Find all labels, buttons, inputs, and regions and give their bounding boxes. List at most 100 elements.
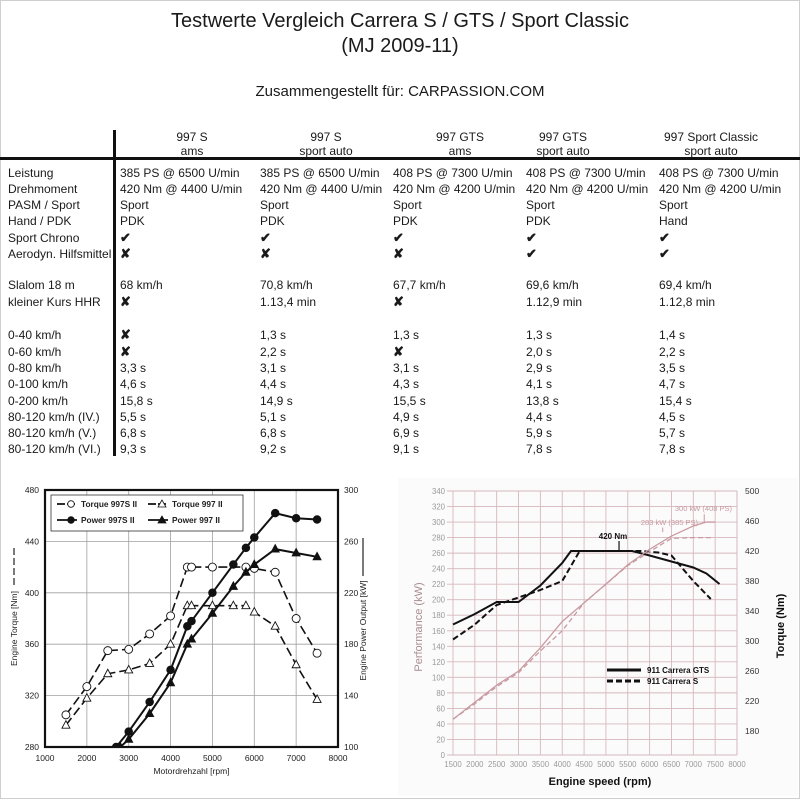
column-header-model: 997 GTS [538, 130, 588, 144]
legend-label: 911 Carrera S [647, 677, 699, 686]
check-icon: ✔ [526, 246, 537, 261]
table-cell: 6,9 s [393, 426, 420, 440]
legend-marker [67, 500, 75, 508]
x-tick-label: 1000 [36, 753, 55, 763]
x-tick-label: 8000 [329, 753, 348, 763]
table-cell: 5,7 s [659, 426, 686, 440]
table-cell: 5,5 s [120, 410, 147, 424]
data-point [187, 616, 196, 626]
check-icon: ✔ [120, 230, 131, 245]
plot-border [43, 488, 340, 749]
table-cell: 69,4 km/h [659, 278, 712, 292]
data-point [144, 708, 155, 718]
legend-label: Power 997S II [81, 515, 135, 525]
row-label: 0-100 km/h [8, 377, 69, 391]
column-header-model: 997 Sport Classic [663, 130, 759, 144]
table-cell: Hand [659, 214, 688, 228]
chart-background [398, 478, 798, 796]
row-label: Aerodyn. Hilfsmittel [8, 247, 112, 261]
annotation-420nm: 420 Nm [599, 532, 627, 541]
column-header-model: 997 S [310, 130, 342, 144]
check-icon: ✔ [659, 230, 670, 245]
data-point [124, 644, 134, 654]
legend-label: Torque 997 II [172, 499, 223, 509]
data-point [103, 668, 113, 678]
row-label: 80-120 km/h (IV.) [8, 410, 100, 424]
data-point [241, 600, 251, 610]
x-tick-label: 5000 [597, 760, 615, 769]
x-tick-label: 2500 [488, 760, 506, 769]
table-cell: 14,9 s [260, 394, 293, 408]
legend-label: Torque 997S II [81, 499, 137, 509]
data-point [117, 741, 124, 747]
table-cell: 4,7 s [659, 377, 686, 391]
y-tick-label: 40 [436, 720, 445, 729]
table-vertical-divider [113, 130, 116, 456]
table-cell: 420 Nm @ 4200 U/min [659, 182, 782, 196]
y-tick-label: 280 [25, 742, 39, 752]
table-cell: 420 Nm @ 4400 U/min [260, 182, 383, 196]
legend-box [50, 494, 244, 532]
data-point [312, 648, 322, 658]
data-point [61, 719, 71, 729]
chart-right-engine-speed: 1500 2000 2500 3000 3500 4000 4500 5000 5500 6000… [398, 478, 798, 796]
table-cell: 4,4 s [526, 410, 553, 424]
x-tick-label: 1500 [444, 760, 462, 769]
table-cell: PDK [120, 214, 145, 228]
y2-tick-label: 340 [745, 606, 759, 616]
y2-tick-label: 180 [344, 639, 358, 649]
y-axis-label: Engine Torque [Nm] [9, 591, 19, 666]
table-cell: 9,2 s [260, 442, 287, 456]
column-header-source: ams [180, 144, 204, 158]
column-header-model: 997 S [176, 130, 208, 144]
table-cell: 408 PS @ 7300 U/min [659, 166, 779, 180]
table-cell: Sport [260, 198, 289, 212]
table-cell: PDK [393, 214, 418, 228]
table-cell: 1,3 s [393, 328, 420, 342]
cross-icon: ✘ [393, 246, 404, 261]
table-cell: 69,6 km/h [526, 278, 579, 292]
y2-tick-label: 100 [344, 742, 358, 752]
data-point [312, 551, 322, 561]
data-point [229, 560, 238, 569]
data-point [207, 562, 217, 572]
x-tick-label: 5000 [203, 753, 222, 763]
x-tick-label: 7000 [685, 760, 703, 769]
column-header-model: 997 GTS [435, 130, 485, 144]
y2-axis-label: Engine Power Output [kW] [358, 580, 368, 680]
cross-icon: ✘ [393, 344, 404, 359]
data-point [187, 562, 196, 572]
table-cell: 1.12,9 min [526, 295, 583, 309]
series-line-0 [452, 550, 721, 626]
x-tick-label: 7500 [706, 760, 724, 769]
table-cell: PDK [526, 214, 551, 228]
table-cell: 385 PS @ 6500 U/min [260, 166, 380, 180]
column-header-source: sport auto [684, 144, 738, 158]
data-point [291, 547, 301, 557]
series-line-3 [452, 536, 711, 720]
y2-axis-label: Torque (Nm) [775, 593, 787, 658]
table-cell: PDK [260, 214, 285, 228]
table-cell: 15,4 s [659, 394, 692, 408]
column-header-source: sport auto [299, 144, 353, 158]
y-tick-label: 60 [436, 704, 445, 713]
data-point [207, 607, 218, 617]
table-cell: 2,0 s [526, 345, 553, 359]
data-point [123, 664, 134, 674]
series-line-2 [452, 521, 716, 720]
table-cell: 408 PS @ 7300 U/min [393, 166, 513, 180]
table-cell: 420 Nm @ 4200 U/min [526, 182, 649, 196]
data-point [291, 659, 301, 669]
table-cell: Sport [526, 198, 555, 212]
y-tick-label: 360 [25, 639, 39, 649]
data-point [61, 710, 71, 720]
table-cell: 2,2 s [659, 345, 686, 359]
data-point [270, 543, 280, 553]
row-label: 0-80 km/h [8, 361, 62, 375]
y-tick-label: 400 [25, 588, 39, 598]
data-point [144, 658, 155, 667]
data-point [82, 682, 92, 692]
legend: Torque 997S II Torque 997 II Power 997S II… [50, 494, 244, 532]
data-point [270, 508, 280, 518]
data-point [186, 600, 197, 610]
